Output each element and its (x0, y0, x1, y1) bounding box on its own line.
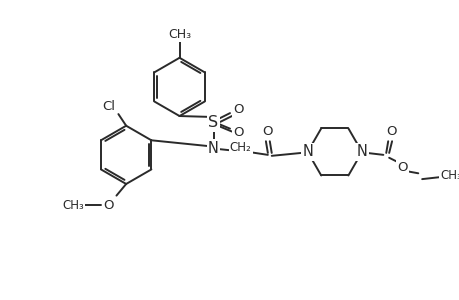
Text: S: S (208, 115, 218, 130)
Text: N: N (356, 144, 367, 159)
Text: CH₃: CH₃ (439, 169, 459, 182)
Text: O: O (262, 125, 273, 138)
Text: CH₂: CH₂ (230, 141, 251, 154)
Text: CH₃: CH₃ (168, 28, 190, 41)
Text: O: O (233, 103, 243, 116)
Text: Cl: Cl (102, 100, 115, 113)
Text: N: N (302, 144, 313, 159)
Text: CH₃: CH₃ (62, 199, 84, 212)
Text: O: O (397, 161, 407, 174)
Text: O: O (233, 126, 243, 139)
Text: N: N (207, 141, 218, 156)
Text: O: O (385, 125, 396, 138)
Text: O: O (103, 199, 114, 212)
